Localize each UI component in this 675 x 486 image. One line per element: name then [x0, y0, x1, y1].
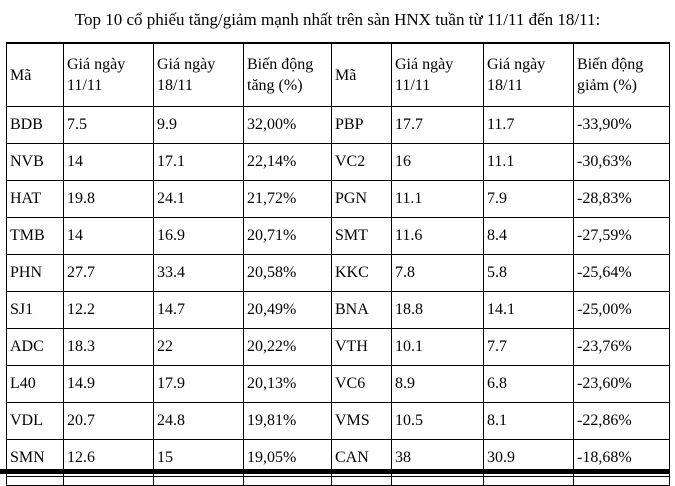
cell-change-loss: -22,86%: [573, 402, 670, 440]
table-row: SJ1 12.2 14.7 20,49% BNA 18.8 14.1 -25,0…: [6, 291, 670, 329]
cell-change-gain: 20,71%: [243, 217, 332, 255]
table-header-row: Mã Giá ngày 11/11 Giá ngày 18/11 Biến độ…: [6, 42, 670, 107]
cell-change-loss: -27,59%: [573, 217, 670, 255]
cell-change-gain: 20,58%: [243, 254, 332, 292]
cell-price-11-gain: 27.7: [63, 254, 154, 292]
cell-change-gain: 20,22%: [243, 328, 332, 366]
cell-price-18-loss: 7.7: [483, 328, 574, 366]
bottom-divider-bar: [0, 469, 670, 474]
cell-change-gain: 20,13%: [243, 365, 332, 403]
cell-price-18-gain: 14.7: [153, 291, 244, 329]
cell-change-loss: -33,90%: [573, 106, 670, 144]
cell-price-18-loss: 7.9: [483, 180, 574, 218]
cell-change-gain: 21,72%: [243, 180, 332, 218]
cell-price-11-gain: 14: [63, 217, 154, 255]
cell-change-loss: -23,76%: [573, 328, 670, 366]
column-header-price-18-gain: Giá ngày 18/11: [153, 42, 244, 107]
table-row: HAT 19.8 24.1 21,72% PGN 11.1 7.9 -28,83…: [6, 180, 670, 218]
table-row-partial: [6, 476, 670, 486]
cell-change-loss: -25,64%: [573, 254, 670, 292]
cell-code-loss: PBP: [331, 106, 392, 144]
cell-price-11-gain: 19.8: [63, 180, 154, 218]
cell-price-11-loss: 10.1: [391, 328, 484, 366]
cell-price-18-loss: 5.8: [483, 254, 574, 292]
column-header-change-loss: Biến động giảm (%): [573, 42, 670, 107]
cell-price-18-gain: 24.1: [153, 180, 244, 218]
cell-price-11-gain: 7.5: [63, 106, 154, 144]
cell-price-11-loss: 8.9: [391, 365, 484, 403]
cell-price-18-loss: 14.1: [483, 291, 574, 329]
cell-code-gain: VDL: [6, 402, 64, 440]
cell-price-18-gain: 33.4: [153, 254, 244, 292]
column-header-price-11-gain: Giá ngày 11/11: [63, 42, 154, 107]
cell-code-gain: ADC: [6, 328, 64, 366]
table-row: BDB 7.5 9.9 32,00% PBP 17.7 11.7 -33,90%: [6, 106, 670, 144]
cell-price-18-loss: 11.7: [483, 106, 574, 144]
cell-price-18-gain: 17.1: [153, 143, 244, 181]
cell-change-gain: 22,14%: [243, 143, 332, 181]
cell-change-gain: 32,00%: [243, 106, 332, 144]
cell-price-18-loss: 11.1: [483, 143, 574, 181]
cell-price-18-gain: 24.8: [153, 402, 244, 440]
cell-code-loss: VC2: [331, 143, 392, 181]
cell-code-loss: VTH: [331, 328, 392, 366]
cell-code-gain: NVB: [6, 143, 64, 181]
cell-price-11-loss: 7.8: [391, 254, 484, 292]
cell-price-11-loss: 17.7: [391, 106, 484, 144]
page-title: Top 10 cổ phiếu tăng/giảm mạnh nhất trên…: [74, 10, 601, 29]
column-header-change-gain: Biến động tăng (%): [243, 42, 332, 107]
cell-change-loss: -28,83%: [573, 180, 670, 218]
cell-code-loss: PGN: [331, 180, 392, 218]
cell-code-gain: HAT: [6, 180, 64, 218]
cell-price-18-gain: 16.9: [153, 217, 244, 255]
cell-price-11-gain: 12.2: [63, 291, 154, 329]
cell-price-18-loss: 6.8: [483, 365, 574, 403]
column-header-code-loss: Mã: [331, 42, 392, 107]
cell-code-loss: KKC: [331, 254, 392, 292]
cell-change-gain: 20,49%: [243, 291, 332, 329]
cell-change-loss: -30,63%: [573, 143, 670, 181]
cell-code-gain: L40: [6, 365, 64, 403]
cell-price-11-loss: 11.1: [391, 180, 484, 218]
column-header-price-11-loss: Giá ngày 11/11: [391, 42, 484, 107]
cell-price-18-gain: 9.9: [153, 106, 244, 144]
stock-table-body: Mã Giá ngày 11/11 Giá ngày 18/11 Biến độ…: [6, 42, 670, 486]
cell-change-gain: 19,81%: [243, 402, 332, 440]
cell-price-18-gain: 22: [153, 328, 244, 366]
cell-code-loss: SMT: [331, 217, 392, 255]
cell-price-11-gain: 18.3: [63, 328, 154, 366]
column-header-code-gain: Mã: [6, 42, 64, 107]
cell-price-11-loss: 11.6: [391, 217, 484, 255]
cell-code-loss: VMS: [331, 402, 392, 440]
cell-price-18-loss: 8.1: [483, 402, 574, 440]
table-row: L40 14.9 17.9 20,13% VC6 8.9 6.8 -23,60%: [6, 365, 670, 403]
table-row: PHN 27.7 33.4 20,58% KKC 7.8 5.8 -25,64%: [6, 254, 670, 292]
cell-code-gain: PHN: [6, 254, 64, 292]
table-row: TMB 14 16.9 20,71% SMT 11.6 8.4 -27,59%: [6, 217, 670, 255]
cell-price-18-loss: 8.4: [483, 217, 574, 255]
cell-price-11-loss: 18.8: [391, 291, 484, 329]
cell-price-11-gain: 20.7: [63, 402, 154, 440]
cell-price-11-loss: 10.5: [391, 402, 484, 440]
cell-code-loss: VC6: [331, 365, 392, 403]
cell-code-gain: TMB: [6, 217, 64, 255]
cell-price-11-gain: 14: [63, 143, 154, 181]
cell-code-gain: SJ1: [6, 291, 64, 329]
table-row: VDL 20.7 24.8 19,81% VMS 10.5 8.1 -22,86…: [6, 402, 670, 440]
cell-price-18-gain: 17.9: [153, 365, 244, 403]
cell-price-11-loss: 16: [391, 143, 484, 181]
cell-price-11-gain: 14.9: [63, 365, 154, 403]
cell-code-gain: BDB: [6, 106, 64, 144]
cell-change-loss: -25,00%: [573, 291, 670, 329]
table-row: NVB 14 17.1 22,14% VC2 16 11.1 -30,63%: [6, 143, 670, 181]
table-row: ADC 18.3 22 20,22% VTH 10.1 7.7 -23,76%: [6, 328, 670, 366]
column-header-price-18-loss: Giá ngày 18/11: [483, 42, 574, 107]
table-row: SMN 12.6 15 19,05% CAN 38 30.9 -18,68%: [6, 439, 670, 477]
cell-code-loss: BNA: [331, 291, 392, 329]
cell-change-loss: -23,60%: [573, 365, 670, 403]
stock-price-table: Mã Giá ngày 11/11 Giá ngày 18/11 Biến độ…: [6, 42, 670, 486]
